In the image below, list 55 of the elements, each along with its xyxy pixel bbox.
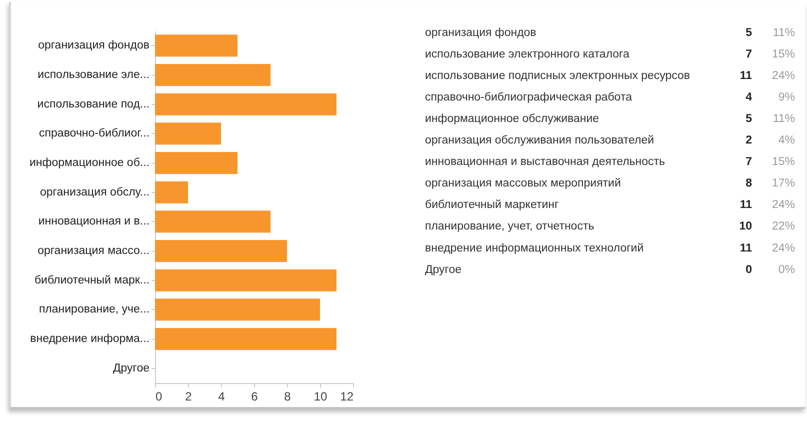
y-tick-label: использование эле... <box>38 69 150 81</box>
category-label: организация массовых мероприятий <box>425 178 621 190</box>
y-tick-label: Другое <box>112 362 150 374</box>
y-tick-label: использование под... <box>37 98 150 110</box>
category-label: использование подписных электронных ресурсов <box>425 70 690 82</box>
data-label: 24% <box>772 242 795 254</box>
data-label: 4 <box>746 91 753 104</box>
data-label: 7 <box>746 156 752 168</box>
x-tick-label: 2 <box>185 390 192 404</box>
data-label: 11 <box>740 70 753 82</box>
y-tick-label: информационное об... <box>30 157 150 169</box>
data-label: 5 <box>746 26 753 39</box>
data-label: 15% <box>772 48 795 60</box>
data-label: 11% <box>772 112 795 125</box>
data-label: 11% <box>772 26 795 39</box>
category-label: организация обслуживания пользователей <box>425 134 654 147</box>
category-label: справочно-библиографическая работа <box>425 91 633 104</box>
data-label: 11 <box>740 242 753 254</box>
x-tick-label: 4 <box>218 390 226 404</box>
y-tick-label: организация фондов <box>38 40 150 52</box>
data-label: 7 <box>746 48 752 60</box>
category-label: инновационная и выставочная деятельность <box>425 156 666 168</box>
data-label: 11 <box>740 199 753 212</box>
y-tick-label: библиотечный марк... <box>34 274 150 286</box>
category-label: Другое <box>425 264 462 276</box>
y-tick-label: организация массо... <box>38 245 150 257</box>
data-label: 2 <box>746 134 752 147</box>
category-label: информационное обслуживание <box>425 112 600 125</box>
data-label: 17% <box>772 178 795 190</box>
x-tick-label: 8 <box>284 390 292 404</box>
x-tick-label: 6 <box>251 390 258 404</box>
data-label: 5 <box>746 112 753 125</box>
x-tick-label: 10 <box>314 390 328 404</box>
y-tick-label: организация обслу... <box>40 186 150 198</box>
data-label: 4% <box>778 134 795 147</box>
data-label: 0 <box>746 264 752 276</box>
data-label: 22% <box>772 220 795 233</box>
data-label: 9% <box>778 91 795 104</box>
data-label: 8 <box>746 178 753 190</box>
y-tick-label: справочно-библиог... <box>39 128 150 140</box>
category-label: библиотечный маркетинг <box>425 199 559 212</box>
y-tick-label: инновационная и в... <box>38 216 150 228</box>
data-label: 10 <box>739 220 752 233</box>
data-label: 24% <box>772 70 795 82</box>
category-label: использование электронного каталога <box>425 48 630 60</box>
category-label: организация фондов <box>425 26 536 39</box>
y-tick-label: внедрение информа... <box>30 333 150 345</box>
category-label: планирование, учет, отчетность <box>425 220 594 233</box>
category-label: внедрение информационных технологий <box>425 242 644 254</box>
y-tick-label: планирование, уче... <box>38 304 150 316</box>
x-tick-label: 0 <box>156 390 162 404</box>
data-label: 0% <box>778 264 795 276</box>
x-tick-label: 12 <box>340 390 354 404</box>
data-label: 15% <box>772 156 795 168</box>
data-label: 24% <box>772 199 795 212</box>
